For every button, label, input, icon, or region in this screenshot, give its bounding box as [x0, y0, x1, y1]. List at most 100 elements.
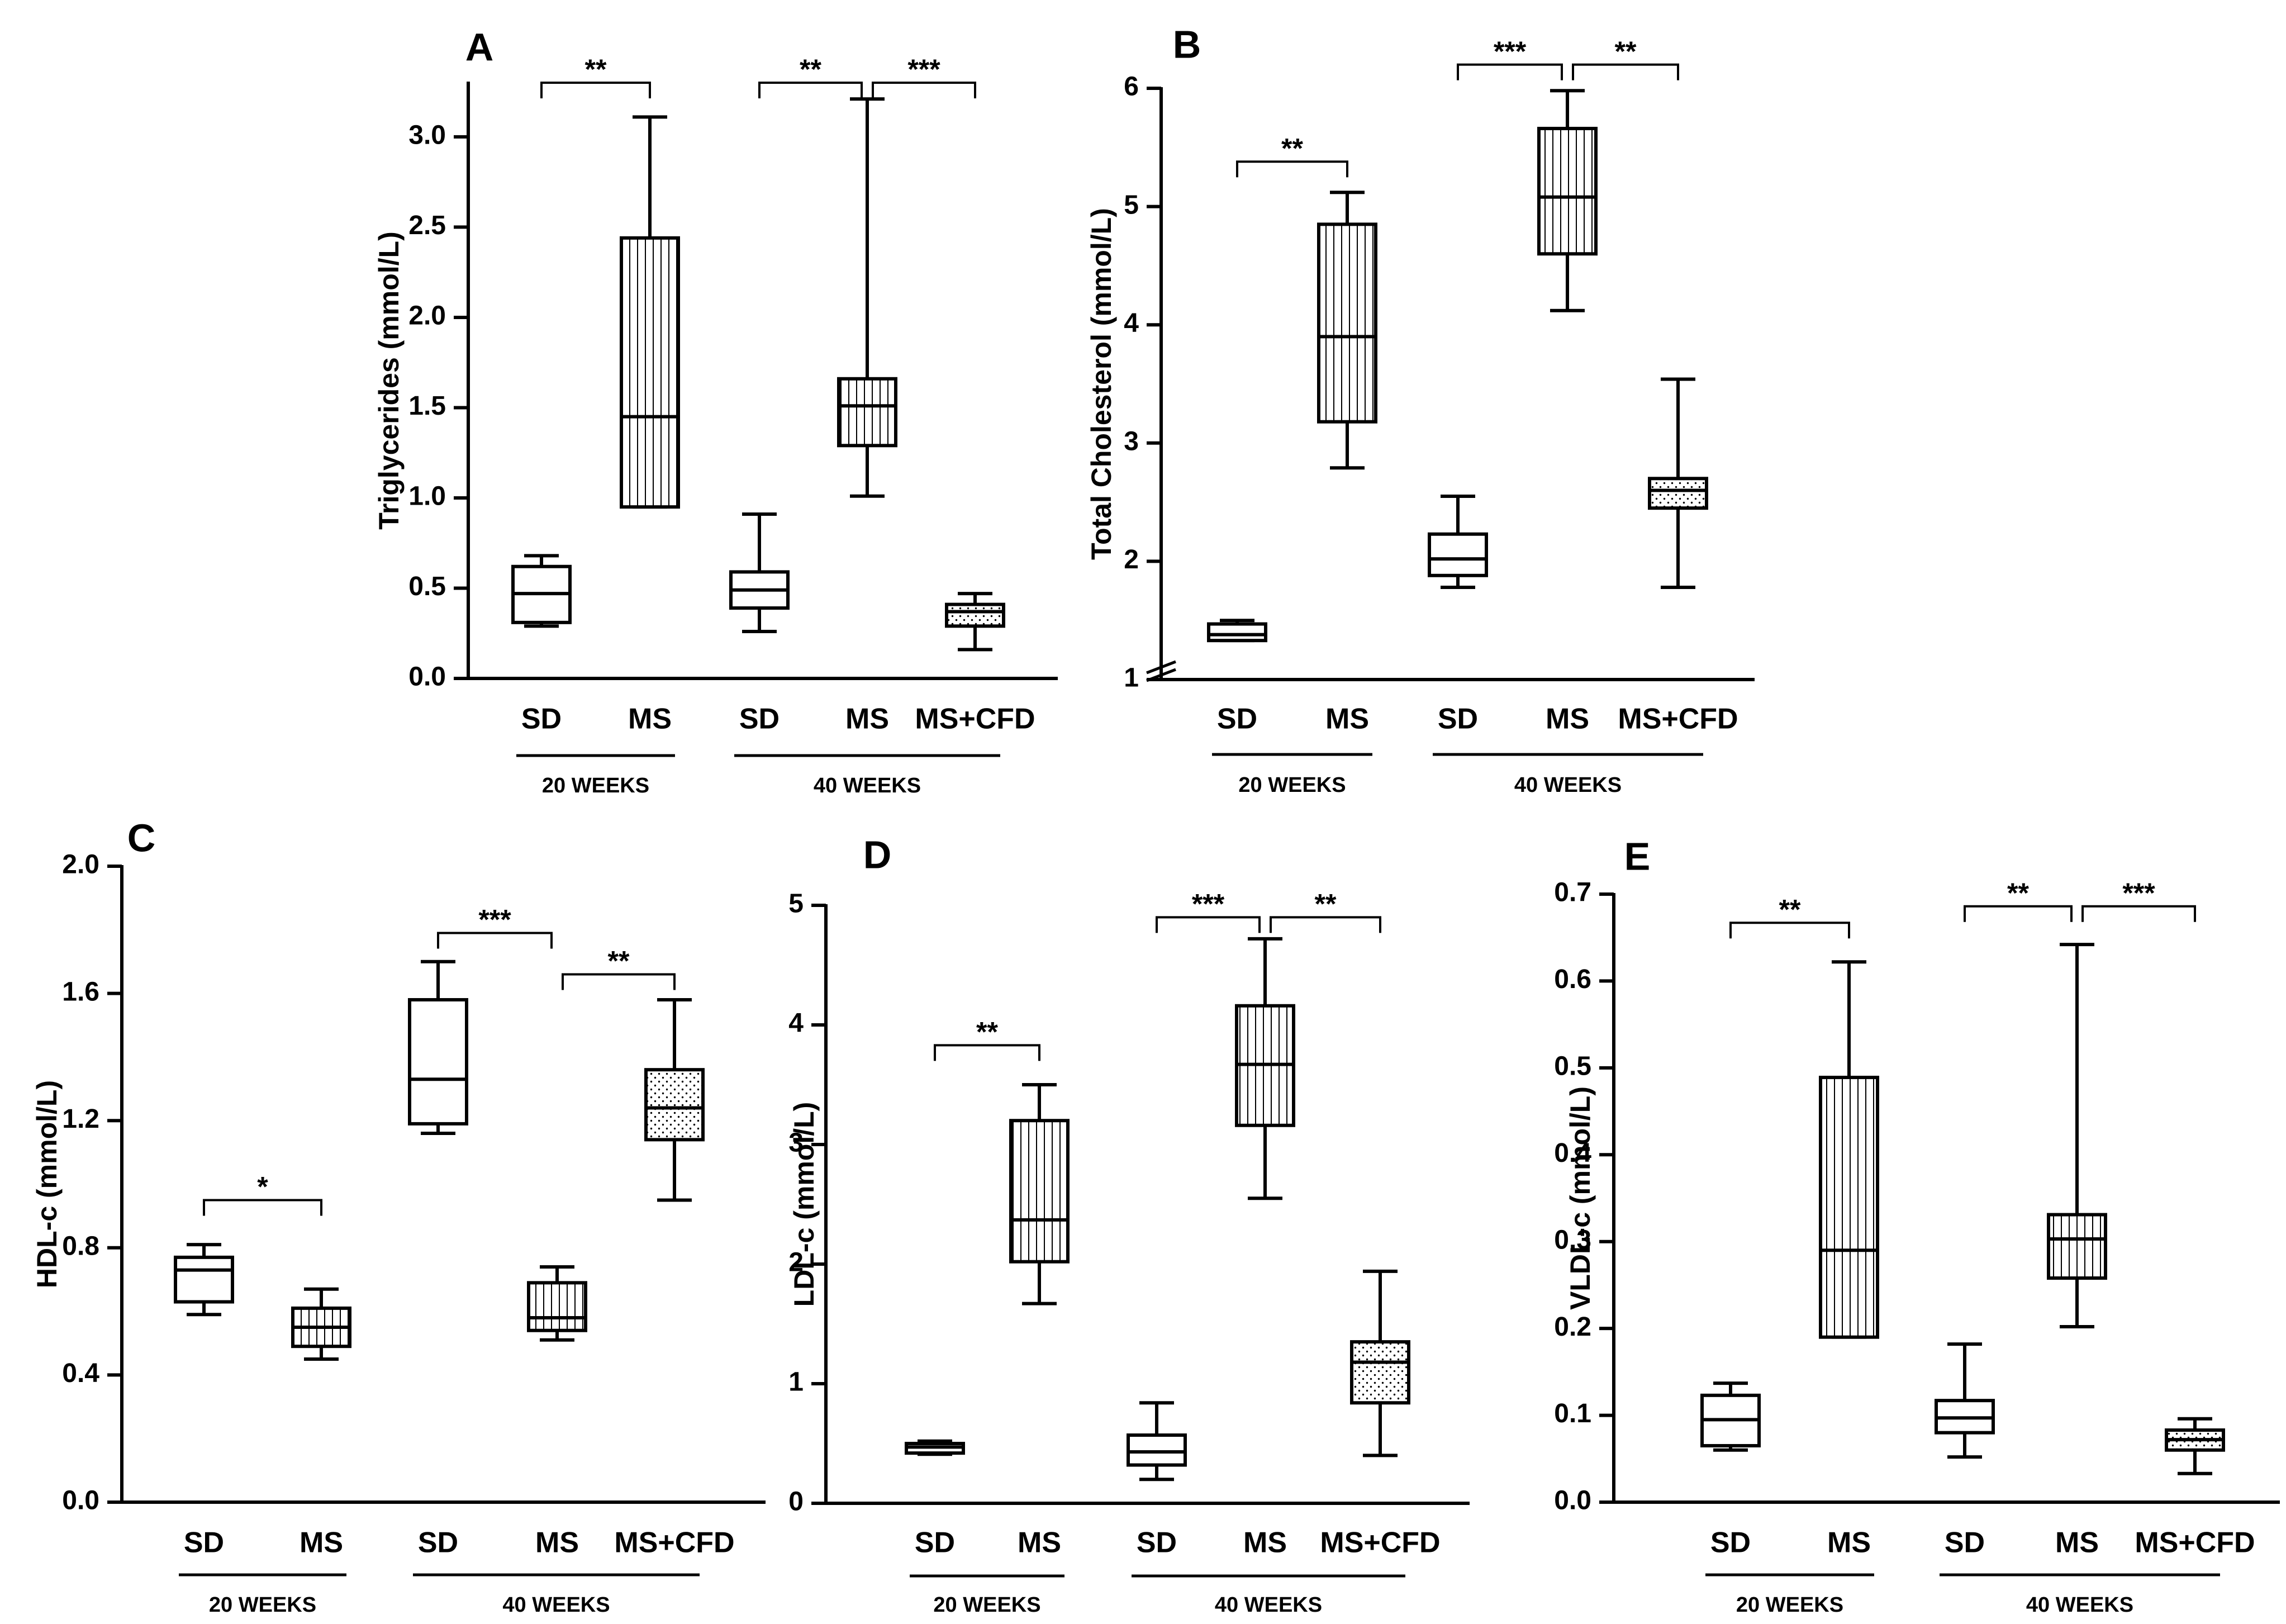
x-tick-label: MS [535, 1527, 579, 1559]
y-tick-label: 3.0 [408, 121, 446, 150]
panel-letter: A [465, 25, 494, 69]
y-tick-label: 1.5 [408, 391, 446, 421]
y-tick-label: 0.1 [1554, 1399, 1591, 1428]
x-tick-label: SD [739, 703, 780, 735]
y-tick-label: 1 [1124, 663, 1139, 693]
significance-bracket [1572, 63, 1679, 80]
x-tick-label: MS [1018, 1527, 1061, 1559]
y-tick-label: 0.5 [1554, 1052, 1591, 1081]
y-tick-label: 0.3 [1554, 1225, 1591, 1255]
significance-stars: *** [1192, 889, 1225, 920]
panel-letter: E [1624, 834, 1651, 878]
x-tick-label: MS+CFD [614, 1527, 734, 1559]
period-label: 40 WEEKS [502, 1593, 610, 1617]
panel-c: C HDL-c (mmol/L) 0.0 0.4 0.8 1.2 1.6 2.0 SD MS SD M… [31, 816, 766, 1617]
box-iqr [1009, 1119, 1070, 1264]
box-ms-1 [291, 1287, 351, 1361]
x-tick-label: SD [1945, 1527, 1985, 1559]
period-label: 20 WEEKS [1736, 1593, 1843, 1617]
box-sd-0 [1700, 1381, 1761, 1452]
panel-e: E VLDL-c (mmol/L) 0.0 0.1 0.2 0.3 0.4 0.5 0.6 0.7… [1554, 834, 2280, 1617]
box-ms-3 [2047, 943, 2107, 1329]
y-tick-label: 1 [788, 1367, 804, 1397]
x-tick-label: SD [1217, 703, 1257, 735]
y-tick-label: 1.2 [62, 1104, 99, 1134]
significance-bracket [1964, 905, 2073, 922]
period-label: 20 WEEKS [1238, 773, 1346, 797]
box-iqr [1819, 1075, 1879, 1339]
y-tick-label: 0.0 [62, 1486, 99, 1516]
y-tick-label: 1.6 [62, 977, 99, 1006]
y-axis-label: Triglycerides (mmol/L) [373, 231, 405, 529]
x-tick-label: MS [2055, 1527, 2099, 1559]
x-tick-label: SD [418, 1527, 458, 1559]
y-tick-label: 5 [1124, 190, 1139, 220]
x-tick-label: SD [915, 1527, 955, 1559]
box-sd-0 [1207, 619, 1267, 643]
x-tick-label: MS [1546, 703, 1589, 735]
box-iqr [1648, 477, 1708, 510]
y-tick-label: 2 [1124, 545, 1139, 574]
y-tick-label: 5 [788, 889, 804, 919]
significance-bracket [437, 932, 553, 949]
box-iqr [1350, 1340, 1410, 1405]
axis-break-mark [1146, 660, 1176, 675]
x-tick-label: MS [1243, 1527, 1287, 1559]
significance-bracket [203, 1199, 322, 1216]
box-iqr [620, 236, 680, 509]
box-sd-0 [905, 1439, 965, 1456]
significance-bracket [1457, 63, 1563, 80]
box-ms-cfd-4 [2165, 1417, 2225, 1475]
y-tick-label: 4 [788, 1009, 804, 1038]
y-tick-label: 0.6 [1554, 965, 1591, 994]
box-ms-3 [1235, 937, 1295, 1200]
significance-bracket [2081, 905, 2196, 922]
y-tick-label: 1.0 [408, 482, 446, 511]
x-tick-label: MS [1325, 703, 1369, 735]
box-ms-1 [1009, 1083, 1070, 1305]
x-tick-label: MS+CFD [915, 703, 1035, 735]
box-iqr [408, 998, 468, 1126]
y-tick-label: 0 [788, 1487, 804, 1517]
y-tick-label: 3 [1124, 426, 1139, 456]
y-tick-label: 2.5 [408, 211, 446, 240]
y-axis-label: Total Cholesterol (mmol/L) [1086, 208, 1117, 560]
box-sd-0 [174, 1243, 234, 1317]
box-sd-2 [1127, 1401, 1187, 1481]
y-tick-label: 0.8 [62, 1231, 99, 1261]
y-tick-label: 2.0 [408, 301, 446, 331]
y-tick-label: 3 [788, 1128, 804, 1158]
x-tick-label: MS [845, 703, 889, 735]
box-ms-cfd-4 [1648, 377, 1708, 589]
significance-stars: *** [907, 54, 940, 85]
period-label: 40 WEEKS [2026, 1593, 2133, 1617]
box-iqr [1428, 532, 1488, 577]
y-tick-label: 2 [788, 1248, 804, 1278]
significance-stars: *** [1494, 36, 1527, 67]
y-tick-label: 0.5 [408, 572, 446, 601]
y-axis-label: VLDL-c (mmol/L) [1565, 1086, 1596, 1310]
period-label: 20 WEEKS [933, 1593, 1040, 1617]
y-tick-label: 0.2 [1554, 1312, 1591, 1342]
significance-stars: ** [2007, 877, 2029, 909]
panel-letter: B [1173, 22, 1201, 66]
box-iqr [1317, 222, 1377, 424]
box-sd-2 [1428, 495, 1488, 589]
box-ms-1 [620, 115, 680, 509]
y-tick-label: 0.4 [62, 1359, 99, 1388]
panel-b: B Total Cholesterol (mmol/L) 1 2 3 4 5 6 SD MS SD M… [1086, 22, 1755, 797]
box-iqr [1127, 1433, 1187, 1467]
y-tick-label: 6 [1124, 72, 1139, 102]
y-tick-label: 2.0 [62, 850, 99, 880]
significance-stars: ** [585, 54, 607, 85]
box-sd-0 [511, 554, 572, 628]
x-tick-label: MS [300, 1527, 343, 1559]
box-ms-1 [1819, 960, 1879, 1339]
box-ms-cfd-4 [1350, 1269, 1410, 1457]
box-iqr [1207, 622, 1267, 643]
period-label: 40 WEEKS [1514, 773, 1622, 797]
period-label: 40 WEEKS [814, 774, 921, 797]
panel-d: D LDL-c (mmol/L) 0 1 2 3 4 5 SD MS SD MS MS+CFD 20 WE… [788, 833, 1470, 1617]
box-ms-cfd-4 [945, 592, 1005, 652]
x-tick-label: MS+CFD [2135, 1527, 2255, 1559]
